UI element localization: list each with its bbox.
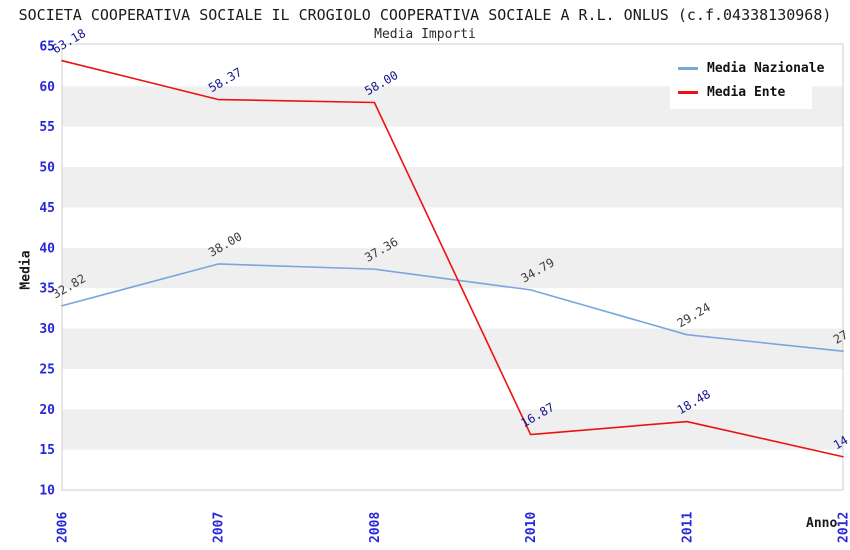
x-tick-label: 2010 <box>524 512 539 543</box>
plot-band <box>62 167 843 208</box>
y-tick-label: 55 <box>39 120 55 135</box>
x-tick-label: 2007 <box>212 512 227 543</box>
y-tick-label: 30 <box>39 322 55 337</box>
plot-band <box>62 409 843 450</box>
legend-line-swatch-blue <box>678 67 698 70</box>
plot-border <box>61 43 844 491</box>
y-tick-label: 60 <box>39 80 55 95</box>
x-axis-title: Anno <box>806 516 838 531</box>
x-tick-label: 2006 <box>56 512 71 543</box>
y-tick-label: 65 <box>39 40 55 55</box>
y-tick-label: 20 <box>39 403 55 418</box>
legend-item-media-nazionale: Media Nazionale <box>678 61 824 76</box>
y-tick-label: 10 <box>39 484 55 499</box>
y-tick-label: 25 <box>39 362 55 377</box>
legend: Media Nazionale Media Ente <box>670 52 824 109</box>
legend-line-swatch-red <box>678 91 698 94</box>
plot-band <box>62 328 843 369</box>
x-tick-label: 2012 <box>837 512 850 543</box>
y-tick-label: 50 <box>39 161 55 176</box>
x-tick-label: 2008 <box>368 512 383 543</box>
legend-item-media-ente: Media Ente <box>678 85 804 100</box>
legend-label-media-nazionale: Media Nazionale <box>707 61 825 76</box>
chart-title: SOCIETA COOPERATIVA SOCIALE IL CROGIOLO … <box>18 6 832 24</box>
data-label-media-nazionale: 29.24 <box>675 300 713 330</box>
x-tick-label: 2011 <box>680 512 695 543</box>
legend-label-media-ente: Media Ente <box>707 85 786 100</box>
y-tick-label: 45 <box>39 201 55 216</box>
y-tick-label: 40 <box>39 241 55 256</box>
y-tick-label: 15 <box>39 443 55 458</box>
chart-subtitle: Media Importi <box>374 27 476 42</box>
series-line-media-ente <box>61 59 844 458</box>
y-tick-label: 35 <box>39 282 55 297</box>
series-line-media-nazionale <box>61 263 844 353</box>
data-label-media-ente: 63.18 <box>50 26 88 56</box>
